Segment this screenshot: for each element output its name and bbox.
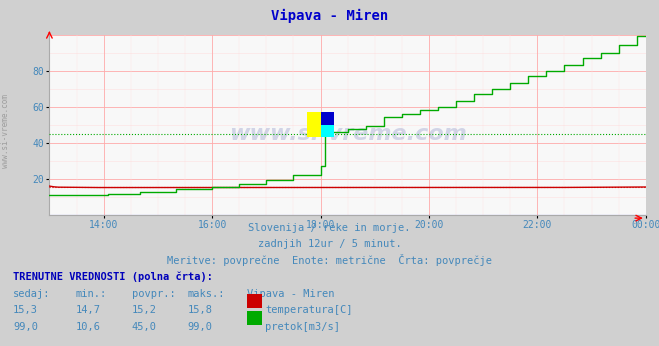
Text: Meritve: povprečne  Enote: metrične  Črta: povprečje: Meritve: povprečne Enote: metrične Črta:… xyxy=(167,254,492,266)
Text: Slovenija / reke in morje.: Slovenija / reke in morje. xyxy=(248,223,411,233)
Text: temperatura[C]: temperatura[C] xyxy=(265,305,353,315)
Text: min.:: min.: xyxy=(76,289,107,299)
Text: 10,6: 10,6 xyxy=(76,322,101,332)
Text: 15,3: 15,3 xyxy=(13,305,38,315)
Text: 15,2: 15,2 xyxy=(132,305,157,315)
FancyBboxPatch shape xyxy=(307,112,334,137)
Text: 45,0: 45,0 xyxy=(132,322,157,332)
FancyBboxPatch shape xyxy=(320,112,334,125)
Text: sedaj:: sedaj: xyxy=(13,289,51,299)
Text: www.si-vreme.com: www.si-vreme.com xyxy=(1,94,10,169)
Text: 15,8: 15,8 xyxy=(188,305,213,315)
Text: zadnjih 12ur / 5 minut.: zadnjih 12ur / 5 minut. xyxy=(258,239,401,249)
Text: pretok[m3/s]: pretok[m3/s] xyxy=(265,322,340,332)
Text: 14,7: 14,7 xyxy=(76,305,101,315)
Text: 99,0: 99,0 xyxy=(13,322,38,332)
Text: maks.:: maks.: xyxy=(188,289,225,299)
FancyBboxPatch shape xyxy=(320,125,334,137)
Text: povpr.:: povpr.: xyxy=(132,289,175,299)
Text: www.si-vreme.com: www.si-vreme.com xyxy=(229,124,467,144)
Text: TRENUTNE VREDNOSTI (polna črta):: TRENUTNE VREDNOSTI (polna črta): xyxy=(13,272,213,282)
Text: 99,0: 99,0 xyxy=(188,322,213,332)
Text: Vipava - Miren: Vipava - Miren xyxy=(247,289,335,299)
Text: Vipava - Miren: Vipava - Miren xyxy=(271,9,388,23)
